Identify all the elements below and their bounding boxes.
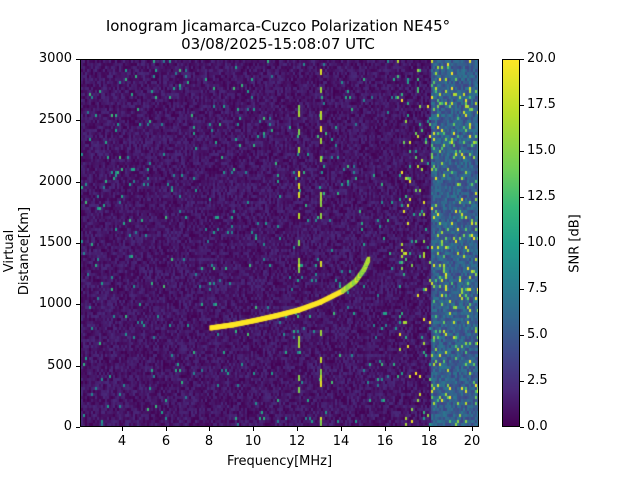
colorbar-tick-mark	[520, 289, 524, 290]
x-axis-title: Frequency[MHz]	[226, 454, 333, 469]
x-tick-mark	[122, 427, 123, 431]
x-tick-mark	[166, 427, 167, 431]
colorbar-tick-mark	[520, 243, 524, 244]
chart-subtitle: 03/08/2025-15:08:07 UTC	[181, 35, 375, 53]
y-tick-mark	[76, 120, 80, 121]
colorbar	[502, 59, 520, 427]
colorbar-tick-mark	[520, 335, 524, 336]
colorbar-tick-mark	[520, 59, 524, 60]
x-tick-label: 6	[161, 434, 171, 449]
colorbar-tick-label: 20.0	[527, 51, 556, 66]
y-tick-mark	[76, 59, 80, 60]
y-tick-mark	[76, 182, 80, 183]
colorbar-tick-label: 12.5	[527, 189, 556, 204]
x-tick-mark	[209, 427, 210, 431]
colorbar-title: SNR [dB]	[567, 214, 583, 273]
x-tick-label: 8	[204, 434, 214, 449]
colorbar-tick-mark	[520, 427, 524, 428]
heatmap-canvas	[81, 60, 478, 426]
x-tick-label: 16	[376, 434, 394, 449]
y-tick-mark	[76, 243, 80, 244]
y-tick-mark	[76, 427, 80, 428]
colorbar-tick-label: 2.5	[527, 373, 548, 388]
colorbar-tick-label: 17.5	[527, 97, 556, 112]
y-tick-label: 3000	[38, 51, 72, 66]
colorbar-tick-label: 7.5	[527, 281, 548, 296]
x-tick-mark	[429, 427, 430, 431]
colorbar-tick-label: 10.0	[527, 235, 556, 250]
colorbar-tick-label: 15.0	[527, 143, 556, 158]
x-tick-label: 4	[117, 434, 127, 449]
y-tick-label: 1500	[38, 235, 72, 250]
colorbar-tick-label: 0.0	[527, 419, 548, 434]
y-tick-label: 500	[47, 358, 72, 373]
y-tick-label: 2500	[38, 112, 72, 127]
x-tick-mark	[297, 427, 298, 431]
plot-area	[80, 59, 479, 427]
colorbar-tick-mark	[520, 197, 524, 198]
y-tick-mark	[76, 366, 80, 367]
x-tick-mark	[253, 427, 254, 431]
y-axis-title: Virtual Distance[Km]	[2, 206, 32, 296]
colorbar-tick-mark	[520, 105, 524, 106]
x-tick-mark	[385, 427, 386, 431]
colorbar-tick-mark	[520, 151, 524, 152]
y-tick-mark	[76, 304, 80, 305]
colorbar-tick-label: 5.0	[527, 327, 548, 342]
x-tick-label: 14	[332, 434, 350, 449]
x-tick-mark	[472, 427, 473, 431]
y-tick-label: 2000	[38, 174, 72, 189]
x-tick-label: 12	[288, 434, 306, 449]
y-tick-label: 0	[63, 419, 72, 434]
y-tick-label: 1000	[38, 296, 72, 311]
x-tick-mark	[341, 427, 342, 431]
x-tick-label: 20	[463, 434, 481, 449]
x-tick-label: 18	[420, 434, 438, 449]
colorbar-tick-mark	[520, 381, 524, 382]
chart-title: Ionogram Jicamarca-Cuzco Polarization NE…	[105, 17, 451, 35]
x-tick-label: 10	[244, 434, 262, 449]
